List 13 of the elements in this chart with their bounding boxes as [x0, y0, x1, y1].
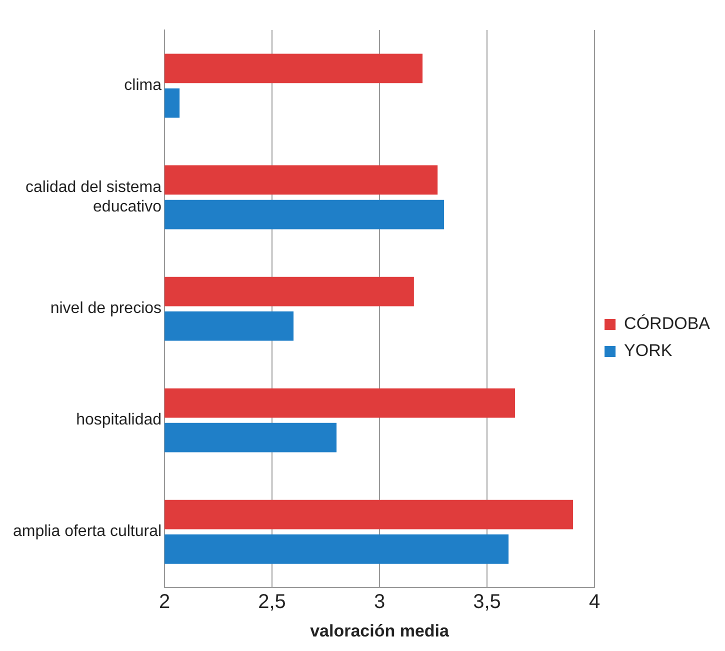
x-tick-label: 2,5 — [258, 591, 286, 614]
legend-label: CÓRDOBA — [624, 314, 711, 334]
y-tick-label: calidad del sistema educativo — [25, 179, 162, 216]
x-tick-label: 2 — [158, 591, 170, 614]
x-axis-title: valoración media — [310, 621, 450, 640]
legend-label: YORK — [624, 341, 673, 360]
y-tick-label: clima — [124, 77, 162, 94]
y-tick-label: nivel de precios — [50, 300, 162, 318]
x-tick-label: 3 — [374, 591, 386, 614]
y-tick-label: amplia oferta cultural — [13, 523, 162, 540]
y-tick-label: hospitalidad — [76, 412, 162, 429]
x-tick-label: 4 — [588, 591, 600, 614]
x-tick-label: 3,5 — [473, 591, 501, 614]
